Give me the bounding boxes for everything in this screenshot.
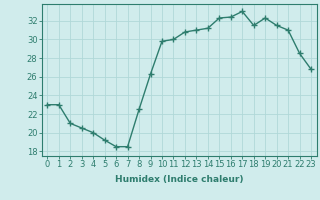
X-axis label: Humidex (Indice chaleur): Humidex (Indice chaleur) [115,175,244,184]
